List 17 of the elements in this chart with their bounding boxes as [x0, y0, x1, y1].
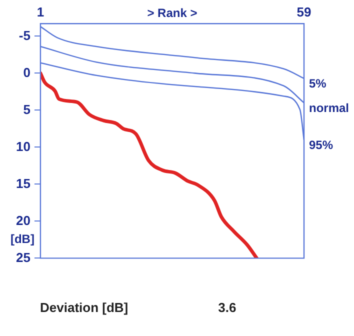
- series-label: 95%: [309, 138, 334, 152]
- y-tick-label: 0: [23, 64, 30, 80]
- y-tick-label: 5: [23, 102, 30, 117]
- text: Deviation [dB]: [40, 300, 128, 315]
- y-tick-label: 15: [16, 176, 30, 191]
- series-label: 5%: [309, 76, 327, 91]
- x-axis-title: > Rank >: [147, 6, 198, 20]
- y-axis-title: [dB]: [10, 232, 34, 246]
- series-label: normal: [309, 101, 350, 116]
- line-series: [40, 71, 258, 258]
- y-tick-label: -5: [18, 28, 30, 43]
- x-tick-label: 1: [36, 4, 44, 20]
- y-tick-label: 10: [16, 138, 30, 154]
- y-tick-label: 25: [16, 250, 30, 265]
- text: 3.6: [218, 300, 236, 315]
- x-tick-label: 59: [296, 4, 312, 20]
- y-tick-label: 20: [16, 212, 30, 228]
